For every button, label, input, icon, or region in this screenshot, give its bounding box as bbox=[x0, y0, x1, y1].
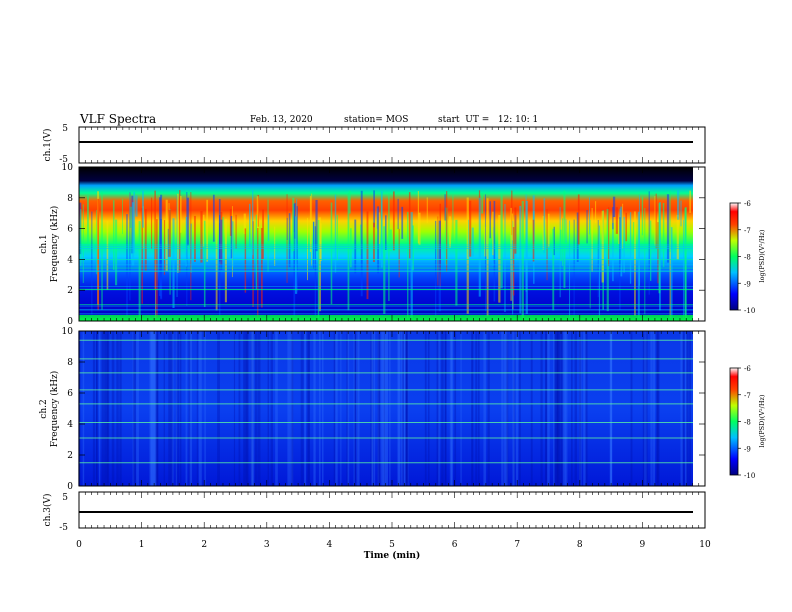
ch3-voltage-tick-bottom: -5 bbox=[59, 523, 68, 533]
y-tick-label: 6 bbox=[67, 225, 73, 235]
ch1-spectrogram-ylabel-2: Frequency (kHz) bbox=[49, 206, 60, 283]
x-tick-label: 7 bbox=[514, 540, 520, 550]
ch3-voltage-tick-top: 5 bbox=[62, 493, 68, 503]
ch2-colorbar-label: log(PSD)(V²/Hz) bbox=[758, 394, 766, 447]
x-tick-label: 3 bbox=[264, 540, 270, 550]
colorbar-tick-label: -9 bbox=[744, 280, 751, 288]
colorbar-tick-label: -7 bbox=[744, 227, 751, 235]
start-time-label: start UT = 12: 10: 1 bbox=[438, 115, 539, 125]
x-tick-label: 5 bbox=[389, 540, 395, 550]
x-tick-label: 9 bbox=[640, 540, 646, 550]
ch1-spectrogram-panel: 0 2 4 6 8 10 ch.1 Frequency (kHz) -6 -7 -8 -9 -10… bbox=[39, 163, 766, 327]
colorbar-tick-label: -7 bbox=[744, 392, 751, 400]
y-tick-label: 2 bbox=[67, 451, 73, 461]
colorbar-tick-label: -10 bbox=[744, 307, 755, 315]
ch3-voltage-ylabel: ch.3(V) bbox=[42, 494, 53, 527]
ch2-spectrogram-ylabel-2: Frequency (kHz) bbox=[49, 371, 60, 448]
y-tick-label: 0 bbox=[67, 482, 73, 492]
x-tick-label: 10 bbox=[699, 540, 711, 550]
x-tick-label: 8 bbox=[577, 540, 583, 550]
x-tick-label: 6 bbox=[452, 540, 458, 550]
colorbar-tick-label: -10 bbox=[744, 472, 755, 480]
chart-title: VLF Spectra bbox=[80, 112, 157, 126]
y-tick-label: 0 bbox=[67, 317, 73, 327]
ch1-voltage-tick-top: 5 bbox=[62, 124, 68, 134]
x-tick-label: 2 bbox=[201, 540, 207, 550]
x-axis-label: Time (min) bbox=[364, 550, 421, 561]
colorbar-tick-label: -6 bbox=[744, 365, 751, 373]
y-tick-label: 2 bbox=[67, 286, 73, 296]
colorbar-tick-label: -8 bbox=[744, 254, 751, 262]
y-tick-label: 10 bbox=[62, 163, 74, 173]
y-tick-label: 4 bbox=[67, 255, 73, 265]
date-label: Feb. 13, 2020 bbox=[250, 115, 313, 125]
ch2-spectrogram-image bbox=[79, 331, 693, 486]
colorbar-tick-label: -6 bbox=[744, 200, 751, 208]
ch1-voltage-tick-bottom: -5 bbox=[59, 155, 68, 165]
ch2-spectrogram-ylabel-1: ch.2 bbox=[39, 399, 49, 418]
y-tick-label: 8 bbox=[67, 358, 73, 368]
ch1-colorbar-label: log(PSD)(V²/Hz) bbox=[758, 229, 766, 282]
y-tick-label: 8 bbox=[67, 194, 73, 204]
colorbar-tick-label: -9 bbox=[744, 445, 751, 453]
y-tick-label: 6 bbox=[67, 389, 73, 399]
x-tick-label: 4 bbox=[327, 540, 333, 550]
colorbar-tick-label: -8 bbox=[744, 419, 751, 427]
ch1-spectrogram-ylabel-1: ch.1 bbox=[39, 234, 49, 253]
ch2-colorbar bbox=[729, 367, 739, 476]
ch2-spectrogram-panel: 0 2 4 6 8 10 ch.2 Frequency (kHz) -6 -7 -8 -9 -10… bbox=[39, 327, 766, 492]
station-label: station= MOS bbox=[344, 115, 409, 125]
ch1-colorbar bbox=[729, 202, 739, 311]
x-tick-label: 1 bbox=[139, 540, 145, 550]
ch1-voltage-ylabel: ch.1(V) bbox=[42, 129, 53, 162]
y-tick-label: 4 bbox=[67, 420, 73, 430]
y-tick-label: 10 bbox=[62, 327, 74, 337]
x-tick-label: 0 bbox=[76, 540, 82, 550]
